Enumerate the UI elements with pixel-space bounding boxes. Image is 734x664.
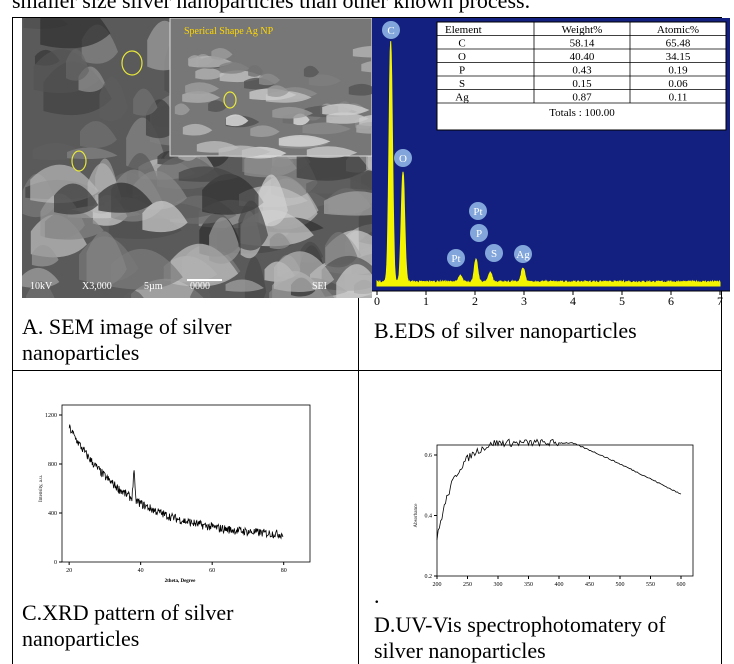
eds-table-cell: 65.48 [666,38,691,50]
eds-table-cell: S [459,78,465,90]
eds-table-cell: 0.11 [669,92,688,104]
x-tick-label: 600 [677,582,686,588]
x-tick-label: 20 [66,568,72,574]
page: smaller size silver nanoparticles than o… [0,0,734,664]
plot-frame [62,405,310,562]
eds-peak-label: Pt [451,253,460,265]
caption-b: B.EDS of silver nanoparticles [374,318,719,344]
y-tick-label: 400 [48,511,57,517]
eds-table-cell: 0.15 [572,78,592,90]
eds-table-cell: P [459,65,465,77]
eds-table-cell: 0.19 [668,65,688,77]
caption-a: A. SEM image of silver nanoparticles [22,314,332,366]
eds-table-cell: C [458,38,465,50]
x-tick-label: 200 [433,582,442,588]
eds-table-header: Element [445,24,482,36]
eds-peak-label: P [476,228,482,240]
x-tick-label: 1 [423,294,429,308]
eds-table-cell: 58.14 [570,38,595,50]
x-tick-label: 2 [472,294,478,308]
sem-footer-text: X3,000 [82,281,112,292]
y-tick-label: 1200 [45,413,57,419]
eds-table-cell: 34.15 [666,51,691,63]
y-tick-label: 0.4 [425,514,433,520]
note-d: . [374,583,380,609]
x-tick-label: 300 [494,582,503,588]
x-tick-label: 250 [463,582,472,588]
x-tick-label: 5 [619,294,625,308]
spectrum-line [437,439,681,540]
eds-table-cell: O [458,51,466,63]
spectrum-line [69,425,283,539]
eds-table-cell: 40.40 [570,51,595,63]
caption-c: C.XRD pattern of silver nanoparticles [22,600,322,652]
eds-table-header: Atomic% [657,24,699,36]
sem-footer-text: 0000 [190,281,210,292]
y-tick-label: 800 [48,462,57,468]
eds-peak-label: C [387,25,394,37]
x-axis-label: 2theta, Degree [165,579,197,584]
eds-table-cell: 0.06 [668,78,688,90]
x-tick-label: 450 [585,582,594,588]
eds-table-cell: 0.87 [572,92,592,104]
x-tick-label: 3 [521,294,527,308]
x-tick-label: 350 [524,582,533,588]
y-axis-label: Intensity, a.u. [39,475,44,502]
x-tick-label: 400 [555,582,564,588]
eds-table-cell: 0.43 [572,65,592,77]
uv-chart: 0.20.40.6200250300350400450500550600Wave… [400,385,700,590]
x-tick-label: 40 [138,568,144,574]
x-tick-label: 6 [668,294,674,308]
x-tick-label: 4 [570,294,576,308]
x-tick-label: 7 [717,294,723,308]
sem-image: Sperical Shape Ag NP 10kV X3,000 5µm 0000 SEI [22,18,372,298]
sem-footer-text: SEI [312,281,327,292]
x-tick-label: 80 [281,568,287,574]
sem-footer-text: 10kV [30,281,53,292]
x-tick-label: 0 [374,294,380,308]
eds-peak-label: O [399,153,407,165]
x-tick-label: 60 [209,568,215,574]
y-tick-label: 0 [54,560,57,566]
y-tick-label: 0.2 [425,574,433,580]
plot-frame [437,445,693,576]
eds-table-header: Weight% [562,24,603,36]
x-tick-label: 500 [616,582,625,588]
sem-footer-text: 5µm [144,281,163,292]
eds-table-totals: Totals : 100.00 [549,107,615,119]
sem-inset-label: Sperical Shape Ag NP [184,26,274,37]
x-tick-label: 550 [646,582,655,588]
caption-d: D.UV-Vis spectrophotomatery of silver na… [374,612,719,664]
eds-peak-label: Ag [516,249,530,261]
y-axis-label: Absorbance [414,503,419,528]
header-text: smaller size silver nanoparticles than o… [12,0,530,14]
eds-table-cell: Ag [455,92,469,104]
eds-peak-label: Pt [473,206,482,218]
y-tick-label: 0.6 [425,453,433,459]
eds-peak-label: S [491,248,497,260]
xrd-chart: 0 400 800 1200 20 40 60 80 2theta, Degree Intensi… [30,395,320,585]
